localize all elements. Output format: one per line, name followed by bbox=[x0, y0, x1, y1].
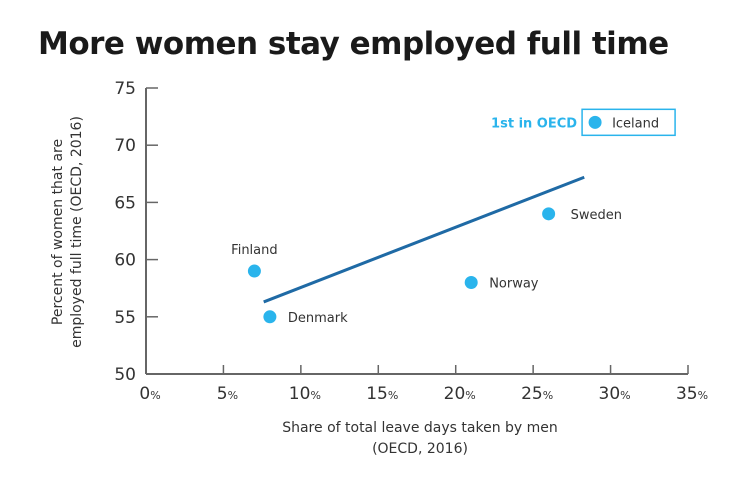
data-point-finland bbox=[247, 264, 261, 278]
point-label-sweden: Sweden bbox=[571, 208, 622, 223]
x-axis-label-line2: (OECD, 2016) bbox=[372, 441, 468, 457]
y-tick-label: 50 bbox=[114, 365, 136, 385]
data-point-sweden bbox=[542, 207, 556, 221]
y-tick-label: 70 bbox=[114, 136, 136, 156]
y-axis-label-line1: Percent of women that are bbox=[50, 139, 66, 325]
x-tick-label: 35% bbox=[676, 384, 708, 404]
data-point-denmark bbox=[263, 310, 277, 324]
x-tick-label: 25% bbox=[521, 384, 553, 404]
y-axis-label-line2: employed full time (OECD, 2016) bbox=[69, 116, 85, 348]
trendline bbox=[263, 175, 585, 304]
annotation-label: 1st in OECD bbox=[491, 116, 577, 131]
point-label-iceland: Iceland bbox=[612, 116, 659, 131]
x-tick-label: 10% bbox=[289, 384, 321, 404]
x-tick-label: 15% bbox=[366, 384, 398, 404]
x-tick-label: 0% bbox=[139, 384, 160, 404]
data-point-iceland bbox=[588, 115, 602, 129]
y-tick-label: 55 bbox=[114, 308, 136, 328]
iceland-highlight-box bbox=[581, 108, 676, 137]
chart-title: More women stay employed full time bbox=[38, 26, 669, 62]
x-tick-label: 5% bbox=[217, 384, 238, 404]
y-tick-label: 75 bbox=[114, 79, 136, 99]
x-axis-label-line1: Share of total leave days taken by men bbox=[282, 420, 558, 436]
point-label-norway: Norway bbox=[489, 276, 539, 291]
data-point-norway bbox=[464, 275, 478, 289]
point-label-finland: Finland bbox=[231, 243, 277, 258]
x-tick-label: 30% bbox=[599, 384, 631, 404]
point-label-denmark: Denmark bbox=[288, 311, 348, 326]
y-tick-label: 60 bbox=[114, 251, 136, 271]
y-tick-label: 65 bbox=[114, 193, 136, 213]
x-tick-label: 20% bbox=[444, 384, 476, 404]
